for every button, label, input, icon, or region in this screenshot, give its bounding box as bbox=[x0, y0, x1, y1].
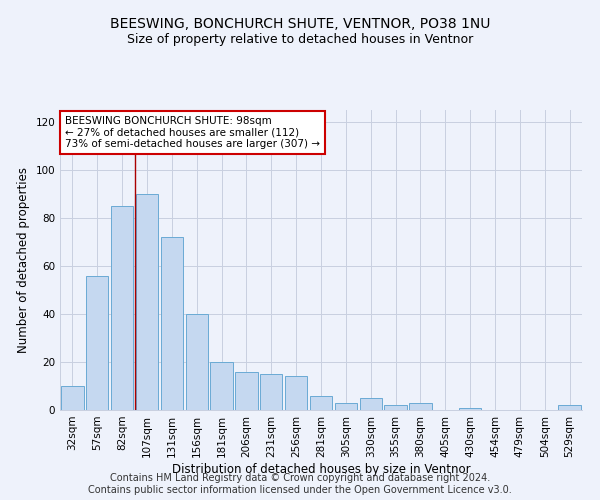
Bar bbox=[409, 403, 431, 410]
Bar bbox=[161, 237, 183, 410]
Bar bbox=[260, 374, 283, 410]
Bar bbox=[310, 396, 332, 410]
Bar bbox=[61, 386, 83, 410]
Y-axis label: Number of detached properties: Number of detached properties bbox=[17, 167, 30, 353]
Bar bbox=[235, 372, 257, 410]
Bar bbox=[559, 405, 581, 410]
Text: Size of property relative to detached houses in Ventnor: Size of property relative to detached ho… bbox=[127, 32, 473, 46]
Bar bbox=[211, 362, 233, 410]
Text: BEESWING, BONCHURCH SHUTE, VENTNOR, PO38 1NU: BEESWING, BONCHURCH SHUTE, VENTNOR, PO38… bbox=[110, 18, 490, 32]
Bar bbox=[459, 408, 481, 410]
Bar bbox=[185, 314, 208, 410]
Bar bbox=[111, 206, 133, 410]
Bar bbox=[359, 398, 382, 410]
Text: BEESWING BONCHURCH SHUTE: 98sqm
← 27% of detached houses are smaller (112)
73% o: BEESWING BONCHURCH SHUTE: 98sqm ← 27% of… bbox=[65, 116, 320, 149]
Bar bbox=[285, 376, 307, 410]
Bar bbox=[385, 405, 407, 410]
Bar bbox=[335, 403, 357, 410]
Bar bbox=[136, 194, 158, 410]
Text: Contains HM Land Registry data © Crown copyright and database right 2024.
Contai: Contains HM Land Registry data © Crown c… bbox=[88, 474, 512, 495]
Bar bbox=[86, 276, 109, 410]
X-axis label: Distribution of detached houses by size in Ventnor: Distribution of detached houses by size … bbox=[172, 462, 470, 475]
